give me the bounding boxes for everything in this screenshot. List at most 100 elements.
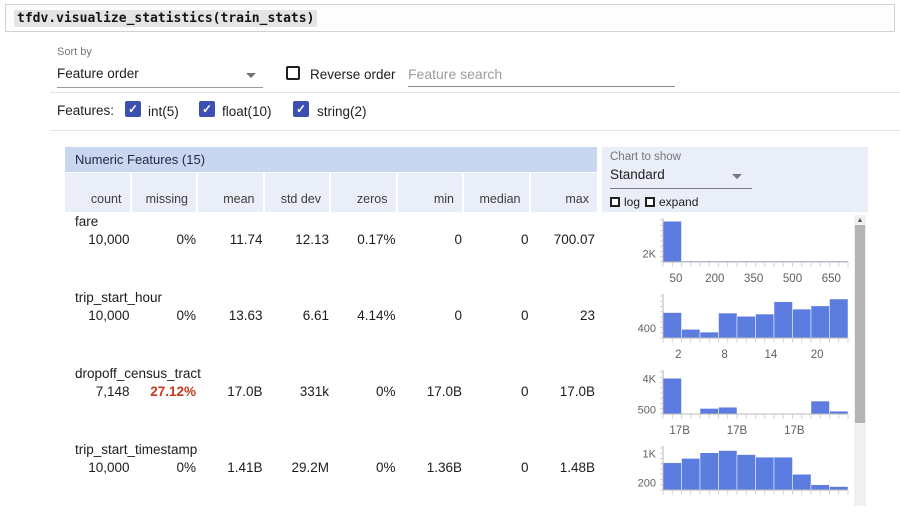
cell-mean: 17.0B <box>227 384 263 399</box>
svg-text:2K: 2K <box>643 249 657 261</box>
feature-name: fare <box>75 214 99 229</box>
cell-missing: 27.12% <box>150 384 196 399</box>
cell-missing: 0% <box>176 232 196 247</box>
feature-search-input[interactable] <box>408 62 675 87</box>
checkbox-float[interactable] <box>199 101 215 117</box>
col-header-count: count <box>65 173 132 212</box>
svg-text:350: 350 <box>744 273 763 285</box>
cell-zeros: 4.14% <box>357 308 396 323</box>
divider <box>50 92 900 93</box>
svg-text:17B: 17B <box>669 425 690 437</box>
col-header-missing: missing <box>131 173 198 212</box>
checkbox-string[interactable] <box>293 101 309 117</box>
col-header-std-dev: std dev <box>264 173 331 212</box>
svg-text:4K: 4K <box>643 373 657 385</box>
feature-name: trip_start_hour <box>75 290 163 305</box>
cell-count: 10,000 <box>88 308 130 323</box>
filter-label-int: int(5) <box>148 104 179 119</box>
chart-to-show-underline <box>610 188 752 189</box>
cell-zeros: 0.17% <box>357 232 396 247</box>
svg-text:2: 2 <box>675 349 681 361</box>
svg-text:400: 400 <box>638 323 656 335</box>
cell-max: 700.07 <box>553 232 595 247</box>
col-header-zeros: zeros <box>331 173 398 212</box>
svg-text:650: 650 <box>822 273 841 285</box>
feature-row-dropoff_census_tract: dropoff_census_tract 7,148 27.12% 17.0B 331k… <box>0 365 900 441</box>
cell-mean: 11.74 <box>229 232 263 247</box>
cell-std_dev: 6.61 <box>302 308 329 323</box>
column-headers: count missing mean std dev zeros min median max <box>65 173 597 212</box>
svg-text:17B: 17B <box>727 425 748 437</box>
histogram-trip_start_hour: 400 2 8 14 20 <box>636 291 850 367</box>
chart-to-show-dropdown[interactable]: Standard <box>610 167 665 182</box>
chart-to-show-label: Chart to show <box>610 151 681 163</box>
expand-checkbox[interactable] <box>645 197 655 207</box>
histogram-fare: 2K 50 200 350 500 650 <box>636 215 850 291</box>
scroll-up-icon[interactable]: ▲ <box>856 217 864 224</box>
cell-median: 0 <box>520 384 529 399</box>
svg-text:1K: 1K <box>643 448 657 460</box>
cell-max: 17.0B <box>559 384 595 399</box>
cell-min: 1.36B <box>426 460 462 475</box>
sort-by-underline <box>57 87 263 88</box>
features-label: Features: <box>57 103 115 118</box>
col-header-median: median <box>464 173 531 212</box>
cell-min: 0 <box>454 232 462 247</box>
cell-min: 17.0B <box>426 384 462 399</box>
cell-count: 10,000 <box>88 232 130 247</box>
cell-std_dev: 29.2M <box>291 460 329 475</box>
svg-text:500: 500 <box>783 273 802 285</box>
cell-missing: 0% <box>176 460 196 475</box>
chevron-down-icon[interactable] <box>732 174 742 179</box>
cell-count: 7,148 <box>95 384 130 399</box>
cell-zeros: 0% <box>375 460 396 475</box>
feature-name: dropoff_census_tract <box>75 366 201 381</box>
feature-values: 10,000 0% 11.74 12.13 0.17% 0 0 700.07 <box>65 232 597 247</box>
code-cell[interactable]: tfdv.visualize_statistics(train_stats) <box>5 4 895 32</box>
feature-values: 7,148 27.12% 17.0B 331k 0% 17.0B 0 17.0B <box>65 384 597 399</box>
filter-label-float: float(10) <box>222 104 272 119</box>
feature-row-trip_start_hour: trip_start_hour 10,000 0% 13.63 6.61 4.14% 0 0 2… <box>0 289 900 365</box>
cell-std_dev: 331k <box>299 384 329 399</box>
filter-label-string: string(2) <box>317 104 367 119</box>
reverse-order-label: Reverse order <box>310 67 396 82</box>
cell-max: 1.48B <box>559 460 595 475</box>
checkbox-int[interactable] <box>125 101 141 117</box>
col-header-min: min <box>397 173 464 212</box>
cell-mean: 13.63 <box>228 308 263 323</box>
expand-label: expand <box>659 195 699 209</box>
cell-zeros: 0% <box>375 384 396 399</box>
chevron-down-icon[interactable] <box>246 73 256 78</box>
col-header-mean: mean <box>198 173 265 212</box>
svg-text:200: 200 <box>705 273 724 285</box>
reverse-order-checkbox[interactable] <box>286 66 300 80</box>
svg-text:20: 20 <box>811 349 824 361</box>
cell-min: 0 <box>454 308 462 323</box>
svg-text:14: 14 <box>764 349 777 361</box>
log-checkbox[interactable] <box>610 197 620 207</box>
cell-max: 23 <box>579 308 595 323</box>
sort-by-label: Sort by <box>57 46 92 58</box>
cell-median: 0 <box>520 460 529 475</box>
histogram-trip_start_timestamp: 1K 200 <box>636 443 850 519</box>
svg-text:8: 8 <box>721 349 727 361</box>
histogram-dropoff_census_tract: 4K 500 17B 17B 17B <box>636 367 850 443</box>
cell-mean: 1.41B <box>227 460 263 475</box>
cell-median: 0 <box>520 308 529 323</box>
sort-by-dropdown[interactable]: Feature order <box>57 66 139 81</box>
chart-to-show-panel: Chart to show Standard log expand <box>602 147 868 212</box>
feature-values: 10,000 0% 13.63 6.61 4.14% 0 0 23 <box>65 308 597 323</box>
svg-text:500: 500 <box>638 405 656 417</box>
svg-text:17B: 17B <box>784 425 805 437</box>
feature-row-fare: fare 10,000 0% 11.74 12.13 0.17% 0 0 700.07 2K 50 2… <box>0 213 900 289</box>
feature-values: 10,000 0% 1.41B 29.2M 0% 1.36B 0 1.48B <box>65 460 597 475</box>
code-text: tfdv.visualize_statistics(train_stats) <box>14 9 318 27</box>
scrollbar[interactable]: ▲ <box>854 215 866 506</box>
scrollbar-thumb[interactable] <box>855 225 865 423</box>
cell-std_dev: 12.13 <box>295 232 329 247</box>
feature-row-trip_start_timestamp: trip_start_timestamp 10,000 0% 1.41B 29.2M 0%… <box>0 441 900 517</box>
log-label: log <box>624 195 641 209</box>
svg-text:50: 50 <box>670 273 683 285</box>
svg-text:200: 200 <box>638 478 656 490</box>
col-header-max: max <box>530 173 597 212</box>
